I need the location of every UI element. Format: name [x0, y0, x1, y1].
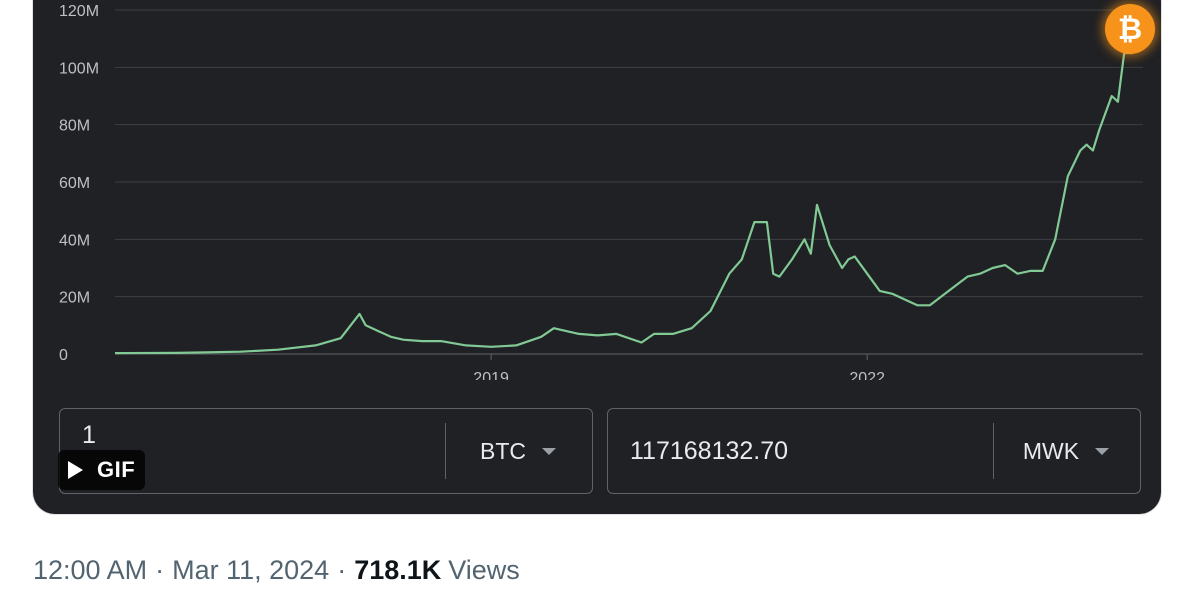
y-tick-label: 80M — [59, 118, 90, 135]
chevron-down-icon — [542, 447, 556, 455]
to-box-divider — [993, 423, 994, 479]
to-amount-value: 117168132.70 — [630, 436, 789, 465]
to-currency-label: MWK — [1022, 437, 1080, 464]
gif-play-button[interactable]: GIF — [58, 450, 146, 490]
x-tick-label: 2022 — [849, 370, 885, 380]
chevron-down-icon — [1095, 447, 1110, 455]
play-icon — [68, 461, 83, 479]
views-label: Views — [448, 554, 520, 585]
gif-label: GIF — [97, 457, 136, 482]
from-currency-select[interactable]: BTC — [444, 409, 592, 493]
post-date[interactable]: Mar 11, 2024 — [172, 554, 330, 585]
y-tick-label: 20M — [59, 290, 90, 307]
separator-dot: · — [155, 554, 165, 585]
tweet-meta: 12:00 AM · Mar 11, 2024 · 718.1K Views — [33, 550, 520, 590]
post-time[interactable]: 12:00 AM — [33, 554, 148, 585]
gif-card[interactable]: 0 20M 40M 60M 80M 100M 120M 2019 2022 ₿ 1 BTC 11… — [33, 0, 1161, 514]
separator-dot: · — [337, 554, 347, 585]
from-currency-label: BTC — [480, 437, 526, 464]
to-amount-box[interactable]: 117168132.70 MWK — [607, 408, 1141, 494]
y-tick-label: 40M — [59, 232, 90, 249]
to-currency-select[interactable]: MWK — [992, 409, 1140, 493]
price-chart: 0 20M 40M 60M 80M 100M 120M 2019 2022 — [59, 3, 1143, 380]
y-tick-label: 0 — [59, 347, 68, 364]
views-count: 718.1K — [354, 554, 442, 585]
y-tick-label: 120M — [59, 3, 99, 20]
price-series-line — [114, 51, 1133, 355]
from-box-divider — [445, 423, 446, 479]
from-amount-value: 1 — [82, 420, 96, 449]
bitcoin-icon: ₿ — [1105, 4, 1155, 54]
y-tick-label: 60M — [59, 175, 90, 192]
x-tick-label: 2019 — [473, 370, 509, 380]
y-tick-label: 100M — [59, 60, 99, 77]
